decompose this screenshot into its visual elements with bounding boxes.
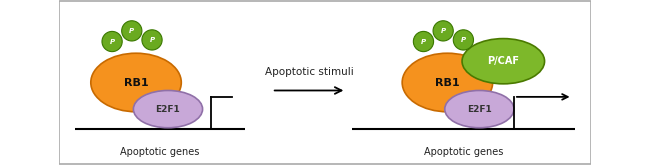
Text: P: P xyxy=(150,37,155,43)
Ellipse shape xyxy=(462,39,545,84)
Text: RB1: RB1 xyxy=(124,78,148,87)
Ellipse shape xyxy=(445,90,514,128)
Circle shape xyxy=(433,21,453,41)
Circle shape xyxy=(122,21,142,41)
Text: Apoptotic stimuli: Apoptotic stimuli xyxy=(265,67,354,77)
Text: P: P xyxy=(421,38,426,45)
Ellipse shape xyxy=(133,90,203,128)
Text: P/CAF: P/CAF xyxy=(488,56,519,66)
Text: P: P xyxy=(110,38,114,45)
Text: P: P xyxy=(129,28,135,34)
FancyBboxPatch shape xyxy=(59,1,591,164)
Text: Apoptotic genes: Apoptotic genes xyxy=(424,147,503,157)
Text: E2F1: E2F1 xyxy=(155,105,180,114)
Text: RB1: RB1 xyxy=(435,78,460,87)
Circle shape xyxy=(413,31,434,52)
Text: Apoptotic genes: Apoptotic genes xyxy=(120,147,200,157)
Circle shape xyxy=(102,31,122,52)
Text: E2F1: E2F1 xyxy=(467,105,492,114)
Circle shape xyxy=(453,30,473,50)
Circle shape xyxy=(142,30,162,50)
Text: P: P xyxy=(461,37,466,43)
Ellipse shape xyxy=(402,53,493,112)
Ellipse shape xyxy=(91,53,181,112)
Text: P: P xyxy=(441,28,446,34)
